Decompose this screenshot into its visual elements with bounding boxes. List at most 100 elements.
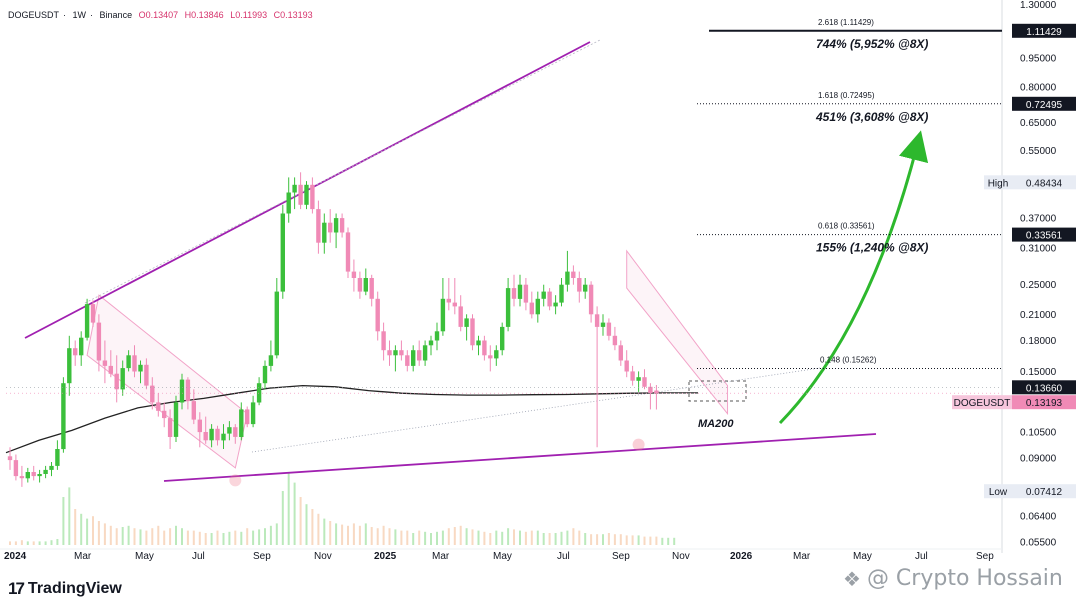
volume-bar [246, 528, 249, 545]
volume-bar [358, 525, 361, 545]
candle-body [126, 355, 131, 369]
price-axis[interactable]: 1.300000.950000.800000.650000.550000.450… [6, 0, 1076, 548]
volume-bar [418, 530, 421, 545]
grid-layer [0, 0, 1003, 553]
candle-body [239, 409, 244, 437]
volume-bar [637, 535, 640, 545]
fib-price-tag-text: 0.72495 [1026, 100, 1063, 111]
volume-bar [92, 516, 94, 545]
candle-body [606, 322, 612, 336]
reference-price-tag [1012, 380, 1076, 395]
volume-bar [388, 528, 391, 545]
volume-bar [370, 527, 373, 545]
candle-body [577, 278, 582, 292]
last-price-tag [1012, 395, 1076, 410]
ohlc-high: H0.13846 [184, 10, 224, 20]
candle-body [517, 284, 523, 299]
price-tick-label: 1.30000 [1020, 0, 1057, 11]
candle-body [375, 298, 380, 332]
volume-bar [32, 541, 35, 545]
candle-body [173, 402, 179, 437]
price-tick-label: 0.65000 [1020, 118, 1057, 129]
candle-body [245, 409, 250, 425]
volume-bar [305, 504, 308, 545]
candle-body [256, 383, 262, 403]
volume-bar [590, 534, 593, 545]
ma200-line [5, 384, 698, 454]
volume-bar [44, 541, 47, 545]
fib-target-label: 155% (1,240% @8X) [816, 241, 928, 255]
volume-bar [198, 531, 201, 545]
volume-bar [151, 528, 154, 545]
candles-layer [7, 172, 659, 487]
fib-target-label: 451% (3,608% @8X) [815, 110, 928, 124]
volume-bar [210, 533, 213, 545]
volume-bar [655, 536, 658, 545]
fib-level-label: 2.618 (1.11429) [818, 18, 874, 27]
symbol-header: DOGEUSDT · 1W · Binance O0.13407 H0.13846 … [8, 10, 313, 20]
candle-body [434, 331, 440, 341]
volume-bar [275, 523, 278, 545]
candle-body [280, 213, 285, 292]
candle-body [108, 365, 113, 374]
volume-bar [483, 531, 486, 545]
tradingview-logo[interactable]: 17 TradingView [8, 579, 122, 599]
candle-body [304, 184, 309, 205]
candle-body [488, 355, 493, 359]
candle-body [114, 373, 119, 390]
fib-level-label: 1.618 (0.72495) [818, 91, 875, 100]
volume-bar [596, 534, 599, 545]
candle-body [156, 402, 161, 411]
volume-bar [204, 533, 207, 545]
volume-bar [50, 540, 53, 545]
time-tick-label: Jul [557, 551, 570, 562]
candle-body [197, 419, 202, 433]
volume-bar [9, 541, 11, 545]
high-tag-label-box [984, 175, 1012, 190]
candle-body [286, 192, 291, 214]
candle-body [203, 432, 208, 441]
candle-body [227, 427, 232, 434]
volume-bar [436, 531, 438, 545]
candle-body [417, 350, 422, 361]
time-axis[interactable]: 2024 Mar May Jul Sep Nov 2025 Mar May Jul Sep Nov 20… [4, 551, 994, 562]
volume-bar [127, 525, 130, 545]
volume-bar [572, 528, 575, 545]
candle-body [90, 304, 96, 323]
volume-bar [673, 537, 676, 545]
volume-bar [329, 521, 332, 545]
time-tick-label: 2026 [730, 551, 753, 562]
low-tag-value-box [1012, 484, 1076, 499]
volume-bar [222, 533, 225, 545]
candle-body [132, 355, 137, 372]
candle-body [96, 322, 102, 361]
volume-bar [513, 529, 515, 545]
candle-body [298, 184, 303, 205]
candle-body [209, 428, 214, 441]
time-tick-label: May [493, 551, 512, 562]
candle-body [547, 291, 552, 307]
volume-bar [607, 533, 610, 545]
volume-bar [74, 509, 77, 545]
volume-bar [501, 531, 504, 545]
volume-bar [495, 530, 498, 545]
volume-bar [293, 482, 296, 545]
candle-body [642, 377, 647, 387]
ma200-label: MA200 [698, 418, 734, 430]
fib-level-label: 0.618 (0.33561) [818, 222, 875, 231]
price-tick-label: 0.37000 [1020, 214, 1057, 225]
ohlc-close: C0.13193 [273, 10, 313, 20]
candle-body [458, 306, 463, 327]
candle-body [61, 383, 66, 450]
fib-level-label: 0.148 (0.15262) [820, 356, 877, 365]
time-tick-label: Sep [612, 551, 630, 562]
volume-bar [234, 530, 237, 545]
low-tag-label: Low [989, 487, 1008, 498]
candle-body [535, 298, 540, 315]
candle-body [268, 355, 274, 366]
fib-price-tag-text: 0.33561 [1026, 231, 1063, 242]
high-tag-value-box [1012, 175, 1076, 190]
candle-body [612, 335, 618, 346]
volume-bar [382, 525, 385, 545]
volume-bar [145, 530, 148, 545]
